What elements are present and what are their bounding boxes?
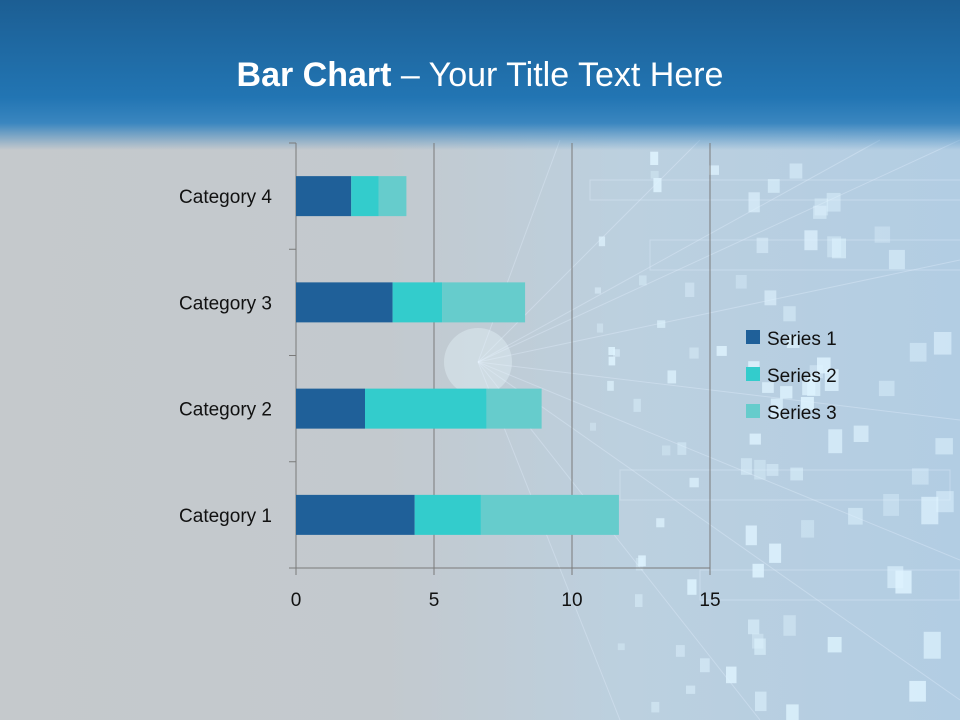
- bar-segment: [480, 494, 619, 535]
- legend-label: Series 2: [767, 366, 837, 387]
- bar-segment: [296, 282, 393, 323]
- bar-segment: [442, 282, 526, 323]
- x-tick-label: 5: [429, 590, 440, 611]
- legend-label: Series 1: [767, 329, 837, 350]
- bar-segment: [351, 176, 379, 217]
- legend-label: Series 3: [767, 403, 837, 424]
- y-tick-label: Category 4: [179, 187, 272, 208]
- slide-title-rest: – Your Title Text Here: [391, 56, 724, 94]
- x-tick-label: 10: [561, 590, 582, 611]
- bar-segment: [414, 494, 481, 535]
- bar-segment: [296, 388, 365, 429]
- bar-segment: [378, 176, 407, 217]
- x-tick-label: 0: [291, 590, 302, 611]
- bar-segment: [486, 388, 542, 429]
- bar-segment: [392, 282, 443, 323]
- x-tick-label: 15: [699, 590, 720, 611]
- y-tick-label: Category 3: [179, 293, 272, 314]
- bar-segment: [365, 388, 487, 429]
- legend-swatch: [746, 404, 760, 418]
- y-tick-label: Category 2: [179, 400, 272, 421]
- slide-title: Bar Chart – Your Title Text Here: [0, 52, 960, 98]
- y-tick-label: Category 1: [179, 506, 272, 527]
- bar-segment: [296, 494, 415, 535]
- legend-swatch: [746, 330, 760, 344]
- title-banner: [0, 0, 960, 150]
- slide-title-bold: Bar Chart: [236, 56, 392, 94]
- legend-swatch: [746, 367, 760, 381]
- bar-segment: [296, 176, 352, 217]
